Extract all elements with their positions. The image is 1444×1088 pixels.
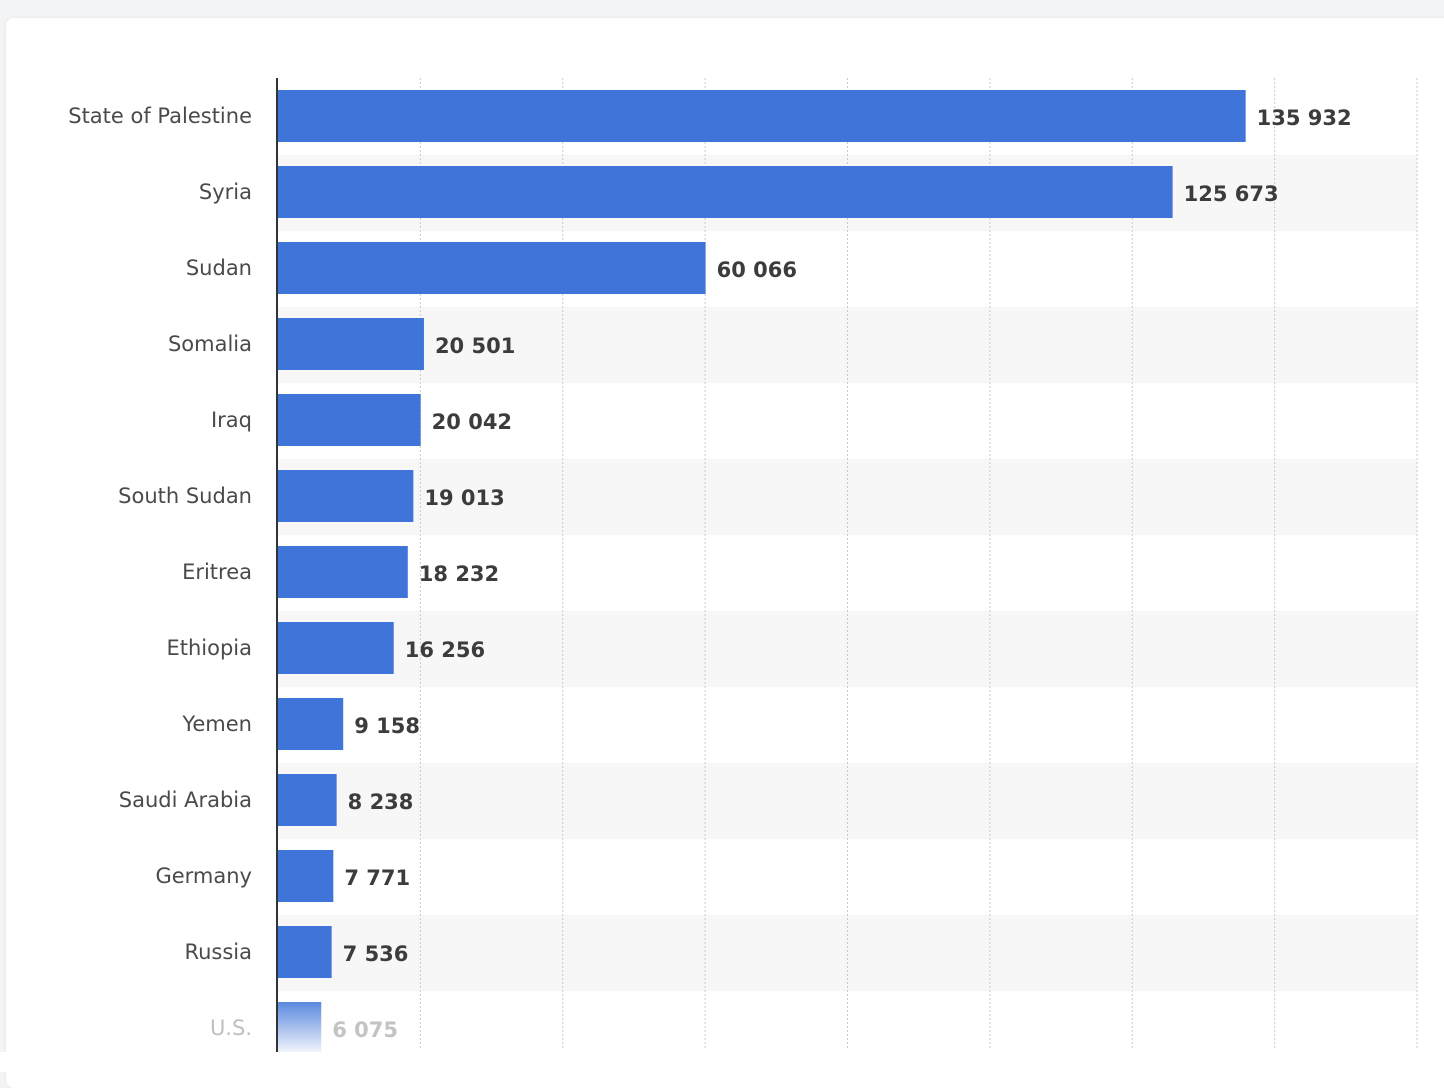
value-label: 135 932 [1257, 106, 1352, 130]
category-label: Saudi Arabia [119, 788, 252, 812]
category-label: Yemen [181, 712, 252, 736]
value-label: 19 013 [424, 486, 504, 510]
bar[interactable] [278, 698, 344, 750]
category-label: Iraq [211, 408, 252, 432]
value-label: 9 158 [354, 714, 420, 738]
value-label: 7 536 [343, 942, 409, 966]
bar[interactable] [278, 622, 394, 674]
category-label: Eritrea [182, 560, 252, 584]
category-label: Germany [155, 864, 252, 888]
category-label: Russia [184, 940, 252, 964]
value-label: 16 256 [405, 638, 485, 662]
bar[interactable] [278, 242, 706, 294]
bar[interactable] [278, 90, 1246, 142]
category-label: Ethiopia [166, 636, 252, 660]
category-label: Sudan [186, 256, 252, 280]
bar[interactable] [278, 1002, 322, 1054]
category-label: State of Palestine [68, 104, 252, 128]
value-label: 20 501 [435, 334, 515, 358]
bar[interactable] [278, 166, 1173, 218]
value-label: 6 075 [332, 1018, 398, 1042]
bar[interactable] [278, 470, 414, 522]
bar[interactable] [278, 850, 334, 902]
bar[interactable] [278, 546, 408, 598]
category-label: South Sudan [118, 484, 252, 508]
category-label: Syria [199, 180, 252, 204]
value-label: 125 673 [1184, 182, 1279, 206]
bars [278, 90, 1246, 1054]
bar[interactable] [278, 394, 421, 446]
value-label: 8 238 [348, 790, 414, 814]
category-labels: State of Palestine Syria Sudan Somalia Iraq S… [68, 104, 252, 1040]
value-labels: 135 932 125 673 60 066 20 501 20 042 19 013 18… [332, 106, 1351, 1042]
value-label: 18 232 [419, 562, 499, 586]
bar[interactable] [278, 318, 424, 370]
category-label: U.S. [210, 1016, 252, 1040]
bottom-fade [0, 1052, 1444, 1072]
bar[interactable] [278, 926, 332, 978]
category-label: Somalia [168, 332, 252, 356]
gridlines [419, 78, 1418, 1050]
value-label: 20 042 [432, 410, 512, 434]
value-label: 60 066 [717, 258, 797, 282]
bar[interactable] [278, 774, 337, 826]
value-label: 7 771 [344, 866, 410, 890]
